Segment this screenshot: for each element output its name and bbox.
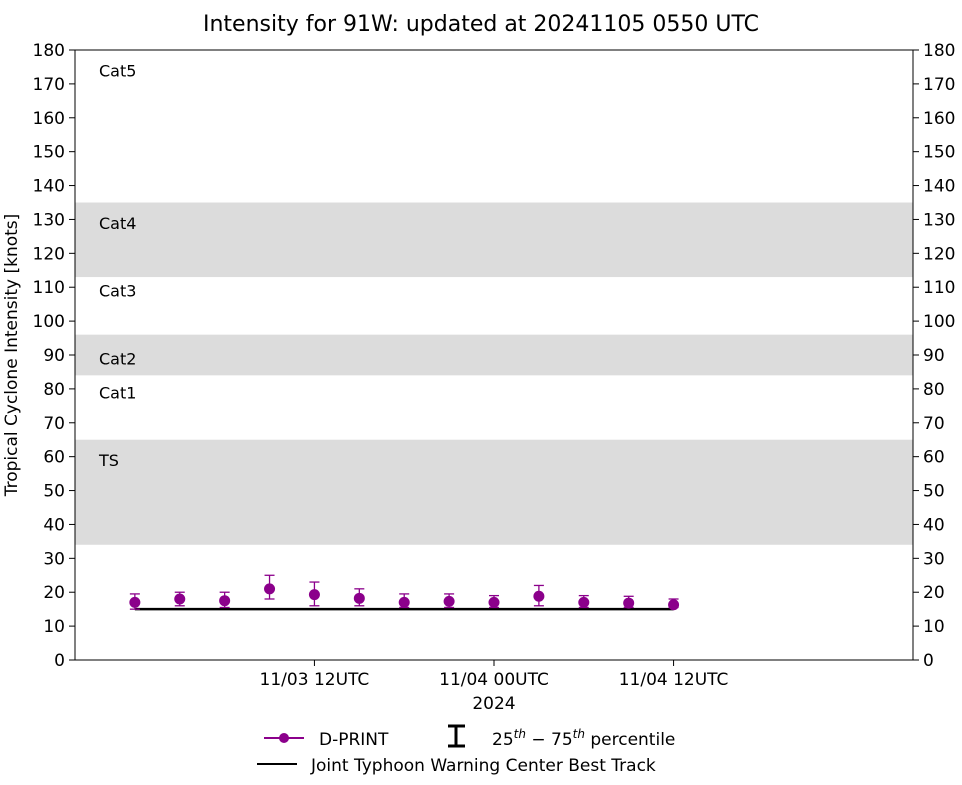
band-ts [75,439,913,545]
y-tick-label-left: 40 [43,515,65,535]
y-tick-label-right: 150 [923,143,955,163]
y-tick-label-left: 100 [33,312,65,332]
y-tick-label-left: 10 [43,617,65,637]
y-tick-label-right: 120 [923,244,955,264]
y-tick-label-right: 90 [923,346,945,366]
legend-best-track: Joint Typhoon Warning Center Best Track [257,756,656,776]
band-label-ts: TS [98,451,119,470]
dprint-point [264,583,276,595]
y-tick-label-right: 50 [923,482,945,502]
dprint-point [129,596,141,608]
y-tick-label-right: 170 [923,75,955,95]
band-cat2 [75,334,913,376]
y-tick-label-right: 0 [923,651,934,671]
plot-frame [74,49,914,661]
y-tick-label-left: 150 [33,143,65,163]
y-tick-label-left: 30 [43,549,65,569]
y-tick-label-left: 80 [43,380,65,400]
y-axis-right: 0 10 20 30 40 50 60 70 80 90 100 110 120 130 140 150 160… [913,41,955,671]
dprint-point [623,597,635,609]
y-tick-label-right: 40 [923,515,945,535]
y-tick-label-left: 60 [43,448,65,468]
chart-title: Intensity for 91W: updated at 20241105 0… [203,12,759,37]
x-tick-label: 11/03 12UTC [260,670,370,690]
y-tick-label-left: 0 [54,651,65,671]
y-axis-label: Tropical Cyclone Intensity [knots] [2,214,22,498]
dprint-point [308,589,320,601]
dprint-point [443,595,455,607]
y-tick-label-right: 100 [923,312,955,332]
legend: D-PRINT 25th − 75th percentile Joint Typ… [257,724,675,776]
band-label-cat1: Cat1 [99,383,136,402]
legend-dprint: D-PRINT [264,730,389,750]
y-tick-label-right: 10 [923,617,945,637]
y-tick-label-left: 110 [33,278,65,298]
y-tick-label-left: 50 [43,482,65,502]
x-axis-label: 2024 [472,694,515,714]
y-tick-label-right: 60 [923,448,945,468]
x-tick-label: 11/04 00UTC [439,670,549,690]
y-tick-label-left: 120 [33,244,65,264]
y-tick-label-left: 180 [33,41,65,61]
category-bands: TS Cat1 Cat2 Cat3 Cat4 Cat5 [75,61,913,545]
band-label-cat2: Cat2 [99,349,136,368]
y-tick-label-left: 70 [43,414,65,434]
y-tick-label-right: 20 [923,583,945,603]
y-tick-label-right: 180 [923,41,955,61]
y-tick-label-left: 140 [33,177,65,197]
y-tick-label-right: 130 [923,210,955,230]
legend-percentile-label: 25th − 75th percentile [492,727,675,750]
x-axis: 11/03 12UTC 11/04 00UTC 11/04 12UTC [260,660,729,690]
dprint-point [398,596,410,608]
legend-dprint-marker [279,733,289,743]
dprint-point [533,590,545,602]
x-tick-label: 11/04 12UTC [619,670,729,690]
y-tick-label-left: 170 [33,75,65,95]
errorbar-icon [448,724,465,748]
band-label-cat4: Cat4 [99,214,136,233]
y-tick-label-right: 80 [923,380,945,400]
dprint-point [219,595,231,607]
dprint-point [174,593,186,605]
y-tick-label-left: 160 [33,109,65,129]
y-tick-label-left: 130 [33,210,65,230]
dprint-series [129,574,680,611]
band-cat4 [75,202,913,278]
y-tick-label-right: 140 [923,177,955,197]
y-tick-label-left: 90 [43,346,65,366]
dprint-point [578,596,590,608]
legend-dprint-label: D-PRINT [319,730,389,750]
dprint-point [353,592,365,604]
dprint-point [668,599,680,611]
legend-percentile: 25th − 75th percentile [448,724,675,750]
y-tick-label-right: 70 [923,414,945,434]
y-tick-label-right: 110 [923,278,955,298]
band-label-cat3: Cat3 [99,282,136,301]
y-axis-left: 0 10 20 30 40 50 60 70 80 90 100 110 120 130 140 150 160… [33,41,75,671]
dprint-point [488,596,500,608]
y-tick-label-right: 160 [923,109,955,129]
y-tick-label-right: 30 [923,549,945,569]
legend-best-track-label: Joint Typhoon Warning Center Best Track [310,756,656,776]
y-tick-label-left: 20 [43,583,65,603]
band-label-cat5: Cat5 [99,61,136,80]
